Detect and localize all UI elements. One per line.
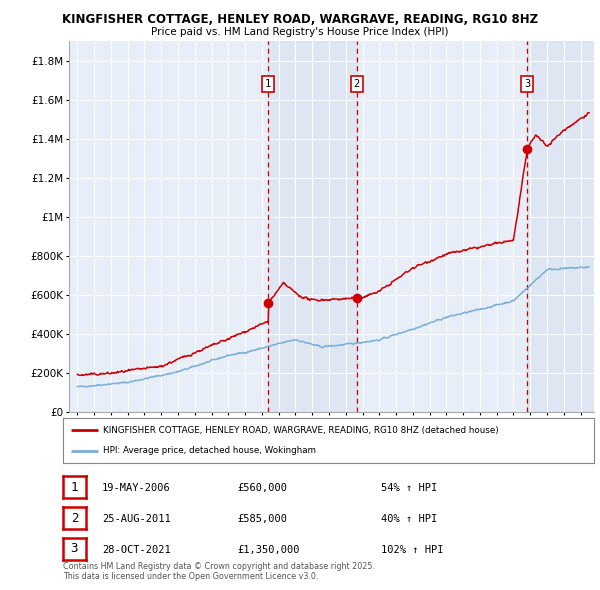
- Text: £585,000: £585,000: [237, 514, 287, 524]
- Text: 3: 3: [71, 542, 78, 555]
- Text: Contains HM Land Registry data © Crown copyright and database right 2025.
This d: Contains HM Land Registry data © Crown c…: [63, 562, 375, 581]
- Text: £1,350,000: £1,350,000: [237, 545, 299, 555]
- Text: £560,000: £560,000: [237, 483, 287, 493]
- Text: 25-AUG-2011: 25-AUG-2011: [102, 514, 171, 524]
- Text: 19-MAY-2006: 19-MAY-2006: [102, 483, 171, 493]
- Text: 54% ↑ HPI: 54% ↑ HPI: [381, 483, 437, 493]
- Text: 2: 2: [353, 79, 360, 89]
- Text: 3: 3: [524, 79, 530, 89]
- Text: 1: 1: [71, 481, 78, 494]
- Text: KINGFISHER COTTAGE, HENLEY ROAD, WARGRAVE, READING, RG10 8HZ (detached house): KINGFISHER COTTAGE, HENLEY ROAD, WARGRAV…: [103, 426, 499, 435]
- Text: KINGFISHER COTTAGE, HENLEY ROAD, WARGRAVE, READING, RG10 8HZ: KINGFISHER COTTAGE, HENLEY ROAD, WARGRAV…: [62, 13, 538, 26]
- Text: 102% ↑ HPI: 102% ↑ HPI: [381, 545, 443, 555]
- Text: 1: 1: [265, 79, 271, 89]
- Bar: [527, 41, 594, 412]
- Bar: [268, 41, 356, 412]
- Text: 28-OCT-2021: 28-OCT-2021: [102, 545, 171, 555]
- Text: 2: 2: [71, 512, 78, 525]
- Text: Price paid vs. HM Land Registry's House Price Index (HPI): Price paid vs. HM Land Registry's House …: [151, 27, 449, 37]
- Text: HPI: Average price, detached house, Wokingham: HPI: Average price, detached house, Woki…: [103, 446, 316, 455]
- Text: 40% ↑ HPI: 40% ↑ HPI: [381, 514, 437, 524]
